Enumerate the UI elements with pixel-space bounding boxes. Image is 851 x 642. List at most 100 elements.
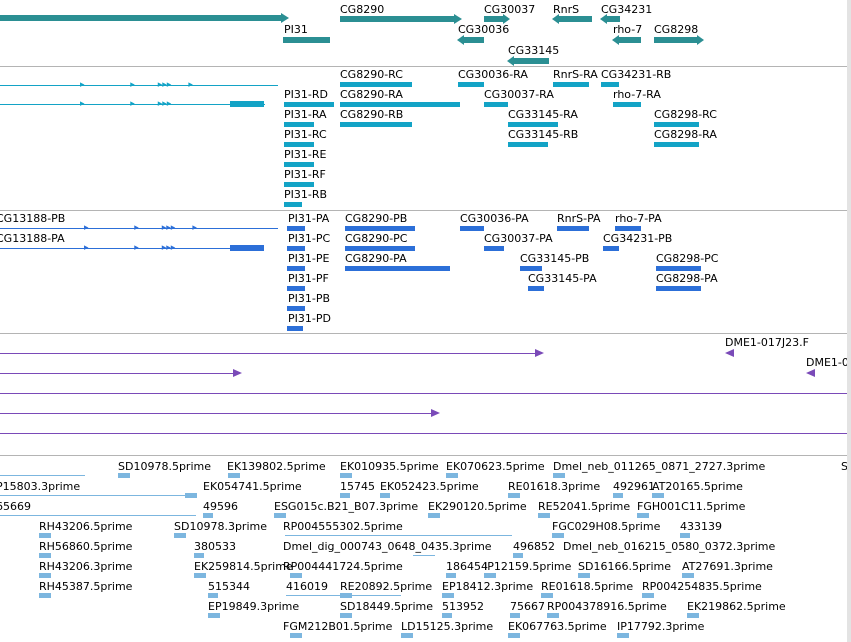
est-label[interactable]: 433139: [680, 520, 722, 533]
est-label[interactable]: RP004441724.5prime: [283, 560, 403, 573]
est-block[interactable]: [290, 573, 302, 578]
protein-label[interactable]: CG8290-PB: [345, 212, 408, 225]
est-block[interactable]: [174, 533, 186, 538]
est-block[interactable]: [39, 573, 51, 578]
est-label[interactable]: 65669: [0, 500, 31, 513]
protein-label[interactable]: CG13188-PA: [0, 232, 65, 245]
est-block[interactable]: [613, 493, 623, 498]
exon-bar[interactable]: [287, 326, 303, 331]
est-label[interactable]: SD18449.5prime: [340, 600, 433, 613]
est-block[interactable]: [446, 473, 458, 478]
exon-bar[interactable]: [230, 245, 264, 251]
est-label[interactable]: Dmel_dig_000743_0648_0435.3prime: [283, 540, 492, 553]
exon-bar[interactable]: [345, 226, 415, 231]
est-block[interactable]: [652, 493, 664, 498]
est-label[interactable]: RH56860.5prime: [39, 540, 133, 553]
protein-label[interactable]: PI31-PF: [288, 272, 329, 285]
est-line[interactable]: [0, 515, 196, 516]
gene-label[interactable]: rho-7: [613, 23, 643, 36]
est-line[interactable]: [0, 495, 196, 496]
exon-bar[interactable]: [340, 122, 412, 127]
gene-bar[interactable]: [606, 16, 620, 22]
est-block[interactable]: [442, 593, 454, 598]
est-label[interactable]: 515344: [208, 580, 250, 593]
est-block[interactable]: [484, 573, 496, 578]
transcript-label[interactable]: CG8298-RA: [654, 128, 717, 141]
exon-bar[interactable]: [287, 266, 305, 271]
exon-bar[interactable]: [508, 142, 548, 147]
est-block[interactable]: [680, 533, 690, 538]
est-block[interactable]: [118, 473, 130, 478]
est-label[interactable]: 496852: [513, 540, 555, 553]
transcript-label[interactable]: CG8290-RA: [340, 88, 403, 101]
est-label[interactable]: RE01618.3prime: [508, 480, 601, 493]
est-block[interactable]: [687, 613, 699, 618]
est-label[interactable]: 380533: [194, 540, 236, 553]
est-block[interactable]: [208, 613, 220, 618]
exon-bar[interactable]: [284, 102, 334, 107]
est-block[interactable]: [340, 593, 352, 598]
gene-label[interactable]: PI31: [284, 23, 308, 36]
exon-bar[interactable]: [654, 122, 699, 127]
est-line[interactable]: [285, 535, 512, 536]
est-label[interactable]: EK052423.5prime: [380, 480, 479, 493]
est-label[interactable]: LD15125.3prime: [401, 620, 494, 633]
exon-bar[interactable]: [603, 246, 619, 251]
exon-bar[interactable]: [615, 226, 641, 231]
gene-bar[interactable]: [618, 37, 641, 43]
est-label[interactable]: IP12159.5prime: [484, 560, 572, 573]
est-label[interactable]: EK070623.5prime: [446, 460, 545, 473]
est-block[interactable]: [428, 513, 440, 518]
est-block[interactable]: [401, 633, 413, 638]
clone-label[interactable]: DME1-0: [806, 356, 849, 369]
est-label[interactable]: EK054741.5prime: [203, 480, 302, 493]
gene-label[interactable]: CG33145: [508, 44, 560, 57]
protein-label[interactable]: PI31-PA: [288, 212, 330, 225]
est-label[interactable]: EK010935.5prime: [340, 460, 439, 473]
est-block[interactable]: [541, 593, 553, 598]
est-block[interactable]: [510, 613, 520, 618]
transcript-label[interactable]: PI31-RA: [284, 108, 327, 121]
protein-label[interactable]: CG30037-PA: [484, 232, 553, 245]
exon-bar[interactable]: [284, 182, 314, 187]
est-block[interactable]: [194, 553, 204, 558]
est-block[interactable]: [578, 573, 590, 578]
est-label[interactable]: EK219862.5prime: [687, 600, 786, 613]
transcript-label[interactable]: PI31-RF: [284, 168, 326, 181]
exon-bar[interactable]: [284, 162, 314, 167]
est-label[interactable]: SE: [841, 460, 851, 473]
exon-bar[interactable]: [287, 306, 305, 311]
transcript-label[interactable]: PI31-RB: [284, 188, 328, 201]
vertical-scrollbar[interactable]: [847, 0, 851, 642]
est-label[interactable]: RE01618.5prime: [541, 580, 634, 593]
est-block[interactable]: [194, 573, 206, 578]
exon-bar[interactable]: [460, 226, 484, 231]
exon-bar[interactable]: [557, 226, 589, 231]
est-label[interactable]: FGC029H08.5prime: [552, 520, 661, 533]
est-block[interactable]: [552, 533, 564, 538]
gene-label[interactable]: CG8290: [340, 3, 385, 16]
est-label[interactable]: EK259814.5prime: [194, 560, 293, 573]
gene-bar[interactable]: [484, 16, 504, 22]
est-block[interactable]: [228, 473, 240, 478]
exon-bar[interactable]: [284, 202, 302, 207]
est-block[interactable]: [290, 633, 302, 638]
protein-label[interactable]: CG33145-PA: [528, 272, 597, 285]
gene-label[interactable]: CG34231: [601, 3, 653, 16]
est-label[interactable]: 416019: [286, 580, 328, 593]
protein-label[interactable]: rho-7-PA: [615, 212, 662, 225]
transcript-label[interactable]: RnrS-RA: [553, 68, 598, 81]
est-label[interactable]: RH43206.3prime: [39, 560, 133, 573]
est-block[interactable]: [642, 593, 654, 598]
gene-bar[interactable]: [283, 37, 330, 43]
est-label[interactable]: Dmel_neb_011265_0871_2727.3prime: [553, 460, 766, 473]
clone-line[interactable]: [0, 353, 538, 354]
clone-line[interactable]: [0, 433, 851, 434]
exon-bar[interactable]: [287, 226, 305, 231]
est-block[interactable]: [340, 613, 352, 618]
est-label[interactable]: RE52041.5prime: [538, 500, 631, 513]
est-label[interactable]: Dmel_neb_016215_0580_0372.3prime: [563, 540, 776, 553]
protein-label[interactable]: CG30036-PA: [460, 212, 529, 225]
exon-bar[interactable]: [287, 286, 305, 291]
exon-bar[interactable]: [484, 102, 508, 107]
